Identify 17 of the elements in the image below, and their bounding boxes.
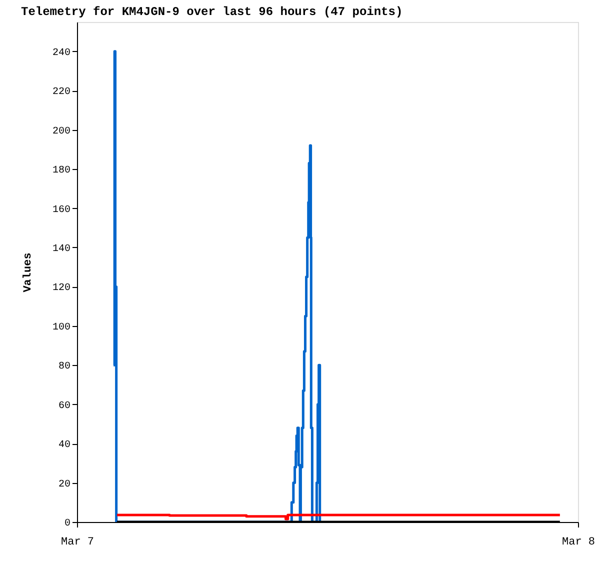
y-tick-label: 100 — [52, 322, 70, 334]
y-tick-label: 40 — [58, 440, 70, 452]
y-tick-label: 0 — [64, 518, 70, 530]
chart-title: Telemetry for KM4JGN-9 over last 96 hours (47 points) — [21, 5, 403, 19]
x-tick-label: Mar 7 — [60, 536, 94, 548]
y-tick-label: 80 — [58, 362, 70, 373]
y-axis-title: Values — [22, 252, 34, 292]
y-tick-label: 160 — [52, 204, 70, 216]
y-tick-label: 200 — [52, 126, 70, 138]
y-tick-label: 20 — [58, 479, 70, 490]
y-tick-label: 120 — [52, 283, 70, 294]
y-tick-label: 180 — [52, 166, 70, 177]
y-tick-label: 220 — [52, 87, 70, 98]
x-tick-label: Mar 8 — [562, 536, 596, 548]
y-tick-label: 240 — [52, 48, 70, 59]
y-tick-label: 60 — [58, 400, 70, 412]
y-tick-label: 140 — [52, 244, 70, 255]
